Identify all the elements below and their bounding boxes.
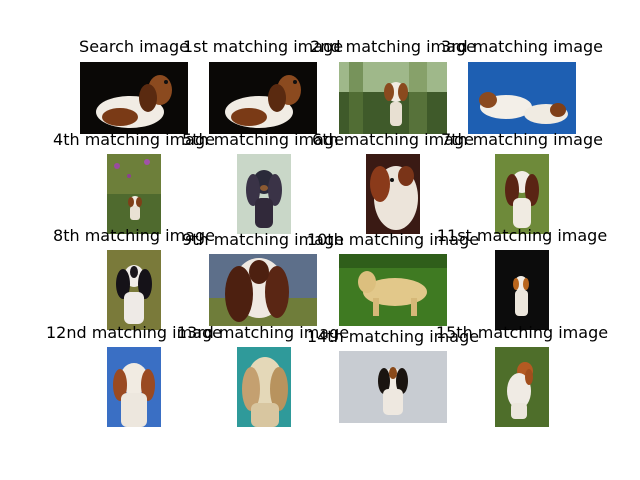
search-image <box>80 62 188 134</box>
match-image-1 <box>209 62 317 134</box>
title-match-4: 4th matching image <box>53 130 215 149</box>
match-image-5 <box>237 154 291 234</box>
match-image-15 <box>495 347 549 427</box>
title-match-7: 7th matching image <box>441 130 603 149</box>
match-image-9 <box>209 254 317 326</box>
title-match-15: 15th matching image <box>435 323 609 342</box>
title-match-1: 1st matching image <box>182 37 344 56</box>
match-image-6 <box>366 154 420 234</box>
title-match-11: 11st matching image <box>436 226 608 245</box>
title-match-2: 2nd matching image <box>310 37 476 56</box>
match-image-4 <box>107 154 161 234</box>
title-match-3: 3rd matching image <box>441 37 603 56</box>
match-image-12 <box>107 347 161 427</box>
title-match-5: 5th matching image <box>182 130 344 149</box>
match-image-13 <box>237 347 291 427</box>
match-image-2 <box>339 62 447 134</box>
match-image-8 <box>107 250 161 330</box>
match-image-7 <box>495 154 549 234</box>
match-image-11 <box>495 250 549 330</box>
title-match-12: 12nd matching image <box>45 323 223 342</box>
title-match-10: 10th matching image <box>306 230 480 249</box>
title-match-13: 13rd matching image <box>176 323 350 342</box>
match-image-10 <box>339 254 447 326</box>
match-image-3 <box>468 62 576 134</box>
title-search-image: Search image <box>79 37 189 56</box>
title-match-9: 9th matching image <box>182 230 344 249</box>
title-match-14: 14th matching image <box>306 327 480 346</box>
title-match-6: 6th matching image <box>312 130 474 149</box>
title-match-8: 8th matching image <box>53 226 215 245</box>
match-image-14 <box>339 351 447 423</box>
